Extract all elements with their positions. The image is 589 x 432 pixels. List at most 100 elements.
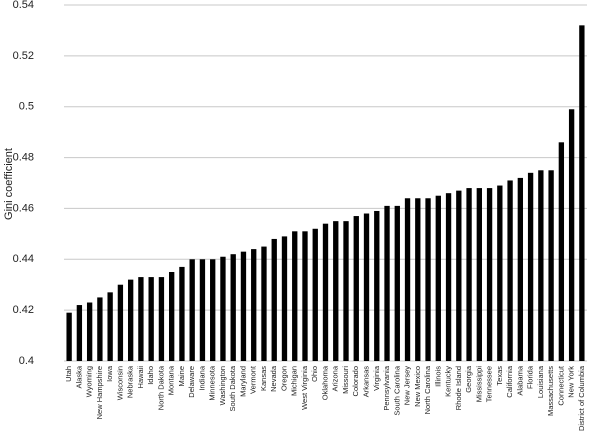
x-tick-label: Iowa: [105, 365, 114, 382]
x-tick-label: New Hampshire: [95, 366, 104, 419]
x-tick-label: Alabama: [515, 365, 524, 395]
bar: [568, 109, 575, 361]
bar: [507, 180, 513, 361]
x-tick-label: Texas: [495, 366, 504, 386]
bar: [445, 193, 452, 361]
bar: [456, 190, 462, 361]
x-tick-label: Colorado: [351, 366, 360, 396]
bar: [343, 221, 349, 361]
x-tick-label: Idaho: [146, 366, 155, 385]
bar: [271, 238, 277, 361]
x-tick-label: Arkansas: [362, 366, 371, 398]
x-tick-label: South Dakota: [228, 365, 237, 411]
bar: [548, 170, 554, 361]
bar: [384, 205, 390, 361]
x-tick-label: Wyoming: [85, 366, 94, 397]
x-tick-label: Delaware: [187, 366, 196, 398]
bar: [466, 188, 472, 361]
bar: [435, 195, 441, 361]
x-tick-label: California: [505, 365, 514, 398]
bar: [363, 213, 370, 361]
y-tick-label: 0.52: [13, 50, 34, 62]
bar: [169, 272, 175, 361]
x-tick-label: Rhode Island: [454, 366, 463, 410]
x-tick-label: Louisiana: [536, 365, 545, 398]
x-tick-label: Maryland: [238, 366, 247, 397]
x-tick-label: Kentucky: [444, 366, 453, 397]
bar: [240, 251, 247, 361]
bar: [404, 198, 411, 361]
bar: [333, 221, 339, 361]
x-tick-label: Michigan: [290, 366, 299, 396]
x-tick-label: Virginia: [372, 365, 381, 391]
y-tick-label: 0.5: [19, 101, 34, 113]
y-tick-label: 0.44: [13, 253, 34, 265]
x-tick-label: Minnesota: [208, 365, 217, 400]
bar: [322, 223, 329, 361]
x-tick-label: Georgia: [464, 365, 473, 393]
x-tick-label: New Jersey: [403, 366, 412, 405]
y-tick-label: 0.42: [13, 304, 34, 316]
x-tick-label: South Carolina: [392, 365, 401, 415]
bar: [86, 302, 93, 361]
bar: [97, 297, 103, 361]
bar: [251, 249, 257, 361]
bar: [394, 205, 400, 361]
bar: [476, 188, 482, 361]
bar: [107, 292, 113, 361]
y-axis-title: Gini coefficient: [3, 148, 15, 220]
bar: [199, 259, 206, 361]
x-tick-label: North Carolina: [423, 365, 432, 414]
x-tick-label: West Virginia: [300, 365, 309, 410]
bar: [66, 312, 72, 361]
x-tick-label: Oregon: [279, 366, 288, 391]
x-tick-label: District of Columbia: [577, 365, 586, 431]
bar: [486, 188, 493, 361]
bar: [579, 25, 585, 361]
bar: [138, 277, 144, 361]
x-tick-label: Washington: [218, 366, 227, 405]
x-tick-label: Hawaii: [136, 366, 145, 389]
x-tick-label: Tennessee: [485, 366, 494, 402]
bar: [538, 170, 544, 361]
bar: [425, 198, 431, 361]
bar: [353, 216, 359, 361]
y-tick-label: 0.46: [13, 202, 34, 214]
x-tick-label: New Mexico: [413, 366, 422, 407]
y-tick-label: 0.54: [13, 0, 34, 11]
x-tick-label: Nebraska: [126, 365, 135, 398]
x-tick-label: Pennsylvania: [382, 365, 391, 410]
bar: [292, 231, 298, 361]
bar: [179, 266, 185, 361]
x-tick-label: Ohio: [310, 366, 319, 382]
bar: [127, 279, 134, 361]
x-tick-label: Wisconsin: [115, 366, 124, 400]
x-tick-label: Massachusetts: [546, 366, 555, 416]
y-tick-label: 0.4: [19, 355, 34, 367]
x-tick-label: Mississippi: [474, 366, 483, 403]
bar: [76, 305, 83, 361]
bar: [415, 198, 421, 361]
bar: [189, 259, 195, 361]
bar: [148, 277, 154, 361]
x-tick-label: Alaska: [74, 365, 83, 388]
x-tick-label: Arizona: [331, 365, 340, 391]
x-tick-label: Missouri: [341, 366, 350, 394]
x-tick-label: Nevada: [269, 365, 278, 392]
x-tick-label: Illinois: [433, 366, 442, 387]
x-tick-label: Maine: [177, 366, 186, 386]
bar: [261, 246, 267, 361]
x-tick-label: New York: [567, 366, 576, 398]
bar: [497, 185, 503, 361]
x-tick-label: Kansas: [259, 366, 268, 391]
bar: [210, 259, 216, 361]
x-tick-label: Oklahoma: [320, 365, 329, 400]
x-tick-label: Connecticut: [556, 365, 565, 406]
x-tick-label: Utah: [64, 366, 73, 382]
bar: [517, 177, 524, 361]
bar: [558, 142, 565, 361]
bar: [374, 210, 380, 361]
bar: [281, 236, 288, 361]
x-tick-label: Vermont: [249, 365, 258, 394]
